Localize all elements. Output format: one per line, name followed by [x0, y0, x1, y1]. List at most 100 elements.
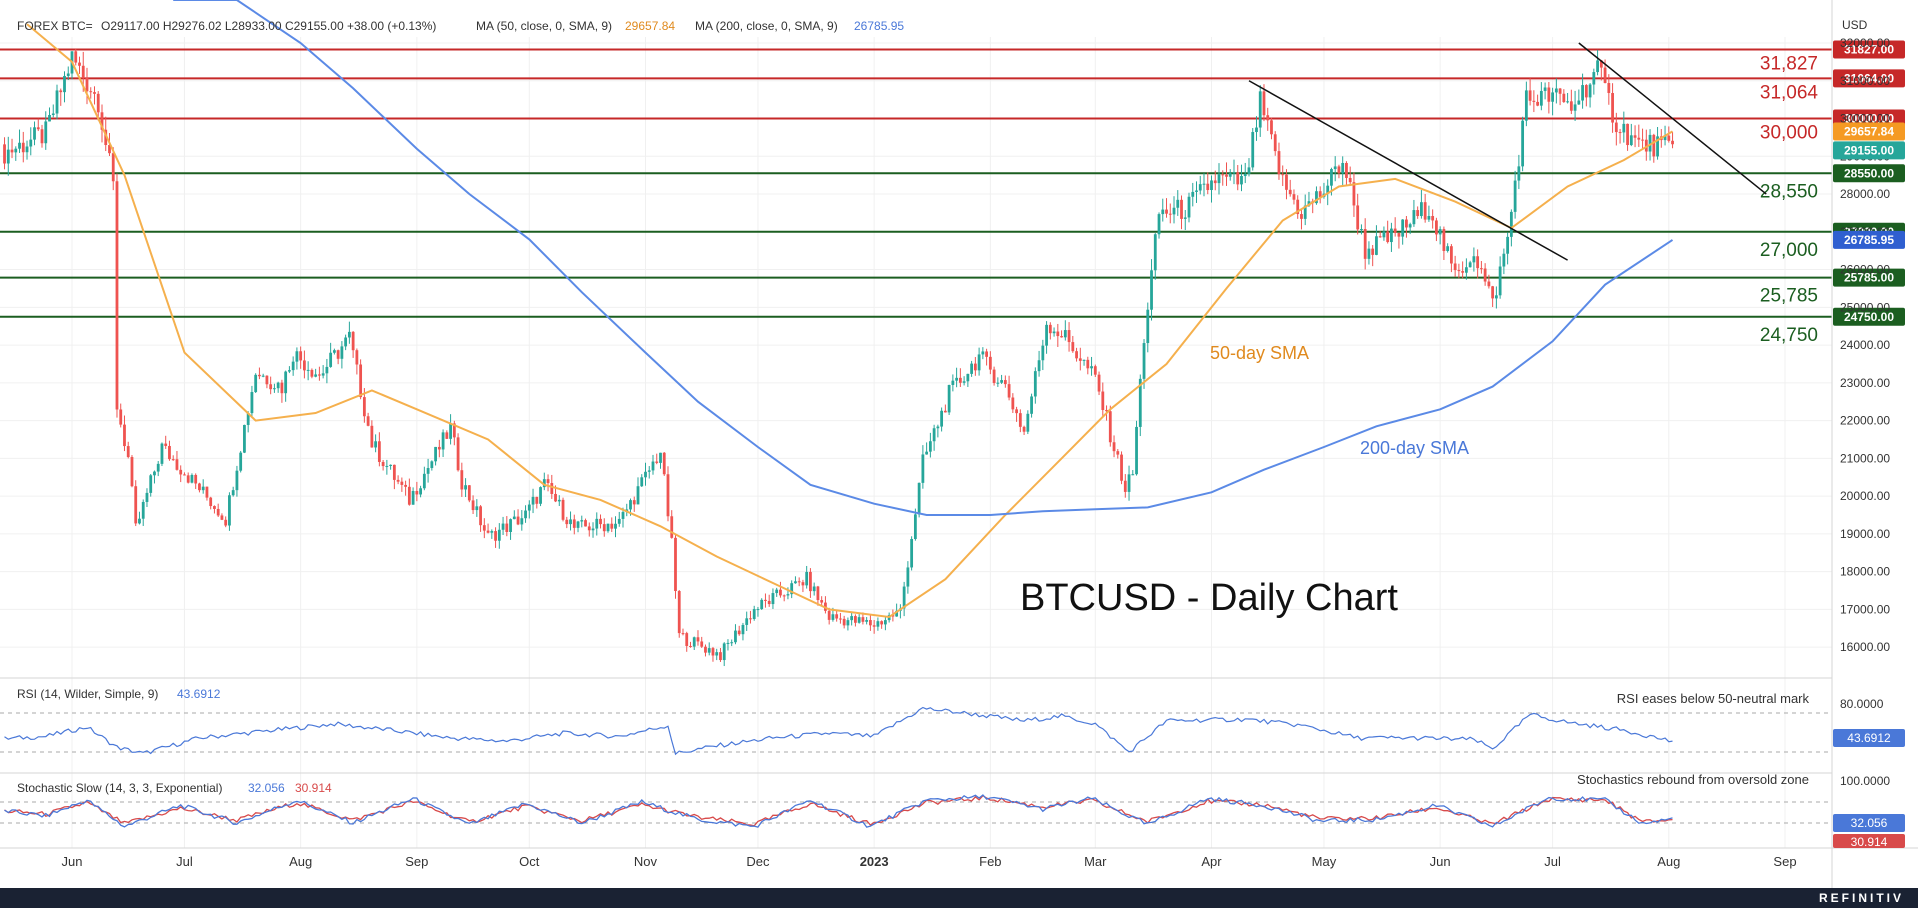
candle-body	[108, 145, 111, 154]
candle-body	[291, 361, 295, 371]
candle-body	[449, 423, 452, 439]
candle-body	[1487, 281, 1491, 287]
candle-body	[1067, 330, 1071, 343]
candle-body	[1603, 67, 1607, 83]
candle-body	[347, 331, 351, 338]
time-axis-tick: Jun	[1430, 854, 1451, 869]
candle-body	[198, 483, 201, 491]
candle-body	[243, 424, 246, 453]
candle-body	[239, 452, 243, 471]
candle-body	[1494, 295, 1498, 299]
candle-body	[280, 382, 284, 394]
candle-body	[1318, 191, 1322, 197]
candle-body	[3, 144, 6, 164]
candle-body	[1296, 199, 1300, 215]
candle-body	[1367, 248, 1371, 259]
candle-body	[261, 375, 265, 377]
candle-body	[183, 474, 186, 476]
rsi-axis-tick: 80.0000	[1840, 697, 1884, 711]
candle-body	[797, 581, 801, 583]
price-axis-tick: 22000.00	[1840, 414, 1890, 428]
candle-body	[1281, 174, 1285, 176]
candle-body	[377, 441, 381, 462]
candle-body	[1075, 351, 1078, 359]
candle-body	[235, 470, 239, 491]
candle-body	[595, 518, 599, 529]
candle-body	[1491, 286, 1495, 299]
level-axis-tag-text: 30000.00	[1844, 112, 1894, 126]
ma200-caption: 200-day SMA	[1360, 438, 1469, 458]
candle-body	[1622, 123, 1626, 133]
candle-body	[1363, 229, 1367, 259]
candle-body	[1588, 84, 1592, 98]
candle-body	[966, 373, 970, 382]
candle-body	[1539, 90, 1543, 106]
candle-body	[497, 529, 501, 541]
ma200-line	[173, 0, 1674, 516]
candle-body	[1524, 90, 1528, 121]
candle-body	[40, 129, 44, 144]
candle-body	[1082, 359, 1086, 361]
candle-body	[1052, 331, 1056, 334]
candle-body	[186, 475, 190, 483]
level-axis-tag	[1833, 307, 1905, 326]
candle-body	[677, 591, 681, 634]
candle-body	[651, 461, 655, 471]
candle-body	[1191, 191, 1195, 197]
time-axis-tick: Nov	[634, 854, 658, 869]
candle-body	[1599, 60, 1603, 68]
candle-body	[707, 648, 711, 653]
candle-body	[1566, 101, 1569, 103]
candle-body	[1228, 173, 1232, 177]
candle-body	[524, 510, 527, 519]
candle-body	[902, 586, 906, 609]
candle-body	[992, 369, 996, 383]
time-axis-tick: Aug	[289, 854, 312, 869]
candle-body	[404, 484, 408, 487]
price-tag-text: 29657.84	[1844, 124, 1894, 138]
candle-body	[734, 630, 737, 643]
candle-body	[584, 520, 587, 527]
candle-body	[947, 384, 951, 413]
candle-body	[1236, 172, 1240, 185]
candle-body	[1000, 380, 1003, 383]
candle-body	[411, 491, 415, 505]
candle-body	[962, 381, 966, 383]
candle-body	[1097, 374, 1101, 392]
candle-body	[857, 617, 861, 623]
candle-body	[1528, 90, 1532, 101]
candle-body	[1431, 216, 1435, 221]
time-axis-tick: Dec	[746, 854, 770, 869]
level-axis-tag-text: 24750.00	[1844, 310, 1894, 324]
candle-body	[977, 354, 981, 371]
candle-body	[1506, 236, 1510, 254]
stoch-d-tag	[1833, 834, 1905, 848]
price-axis-tick: 26000.00	[1840, 263, 1890, 277]
price-tag	[1833, 141, 1905, 160]
candle-body	[557, 499, 561, 502]
candle-body	[246, 413, 250, 425]
candle-body	[1644, 139, 1648, 152]
candle-body	[715, 652, 719, 656]
rsi-note: RSI eases below 50-neutral mark	[1617, 691, 1810, 706]
candle-body	[25, 146, 29, 153]
candle-body	[906, 567, 910, 587]
rsi-value-legend: 43.6912	[177, 687, 221, 701]
candle-body	[460, 470, 464, 490]
candle-body	[1592, 72, 1596, 85]
candle-body	[587, 526, 591, 531]
candle-body	[955, 377, 959, 381]
price-axis-tick: 23000.00	[1840, 376, 1890, 390]
candle-body	[126, 446, 130, 458]
candle-body	[1483, 268, 1487, 282]
candle-body	[381, 461, 385, 467]
candle-body	[1401, 219, 1405, 237]
candle-body	[1543, 87, 1547, 91]
candle-body	[561, 499, 565, 520]
candle-body	[569, 519, 572, 525]
candle-body	[835, 614, 839, 619]
ma200-legend-value: 26785.95	[854, 19, 904, 33]
candle-body	[1554, 88, 1558, 93]
stoch-axis-tick: 100.0000	[1840, 774, 1890, 788]
candle-body	[662, 452, 666, 475]
